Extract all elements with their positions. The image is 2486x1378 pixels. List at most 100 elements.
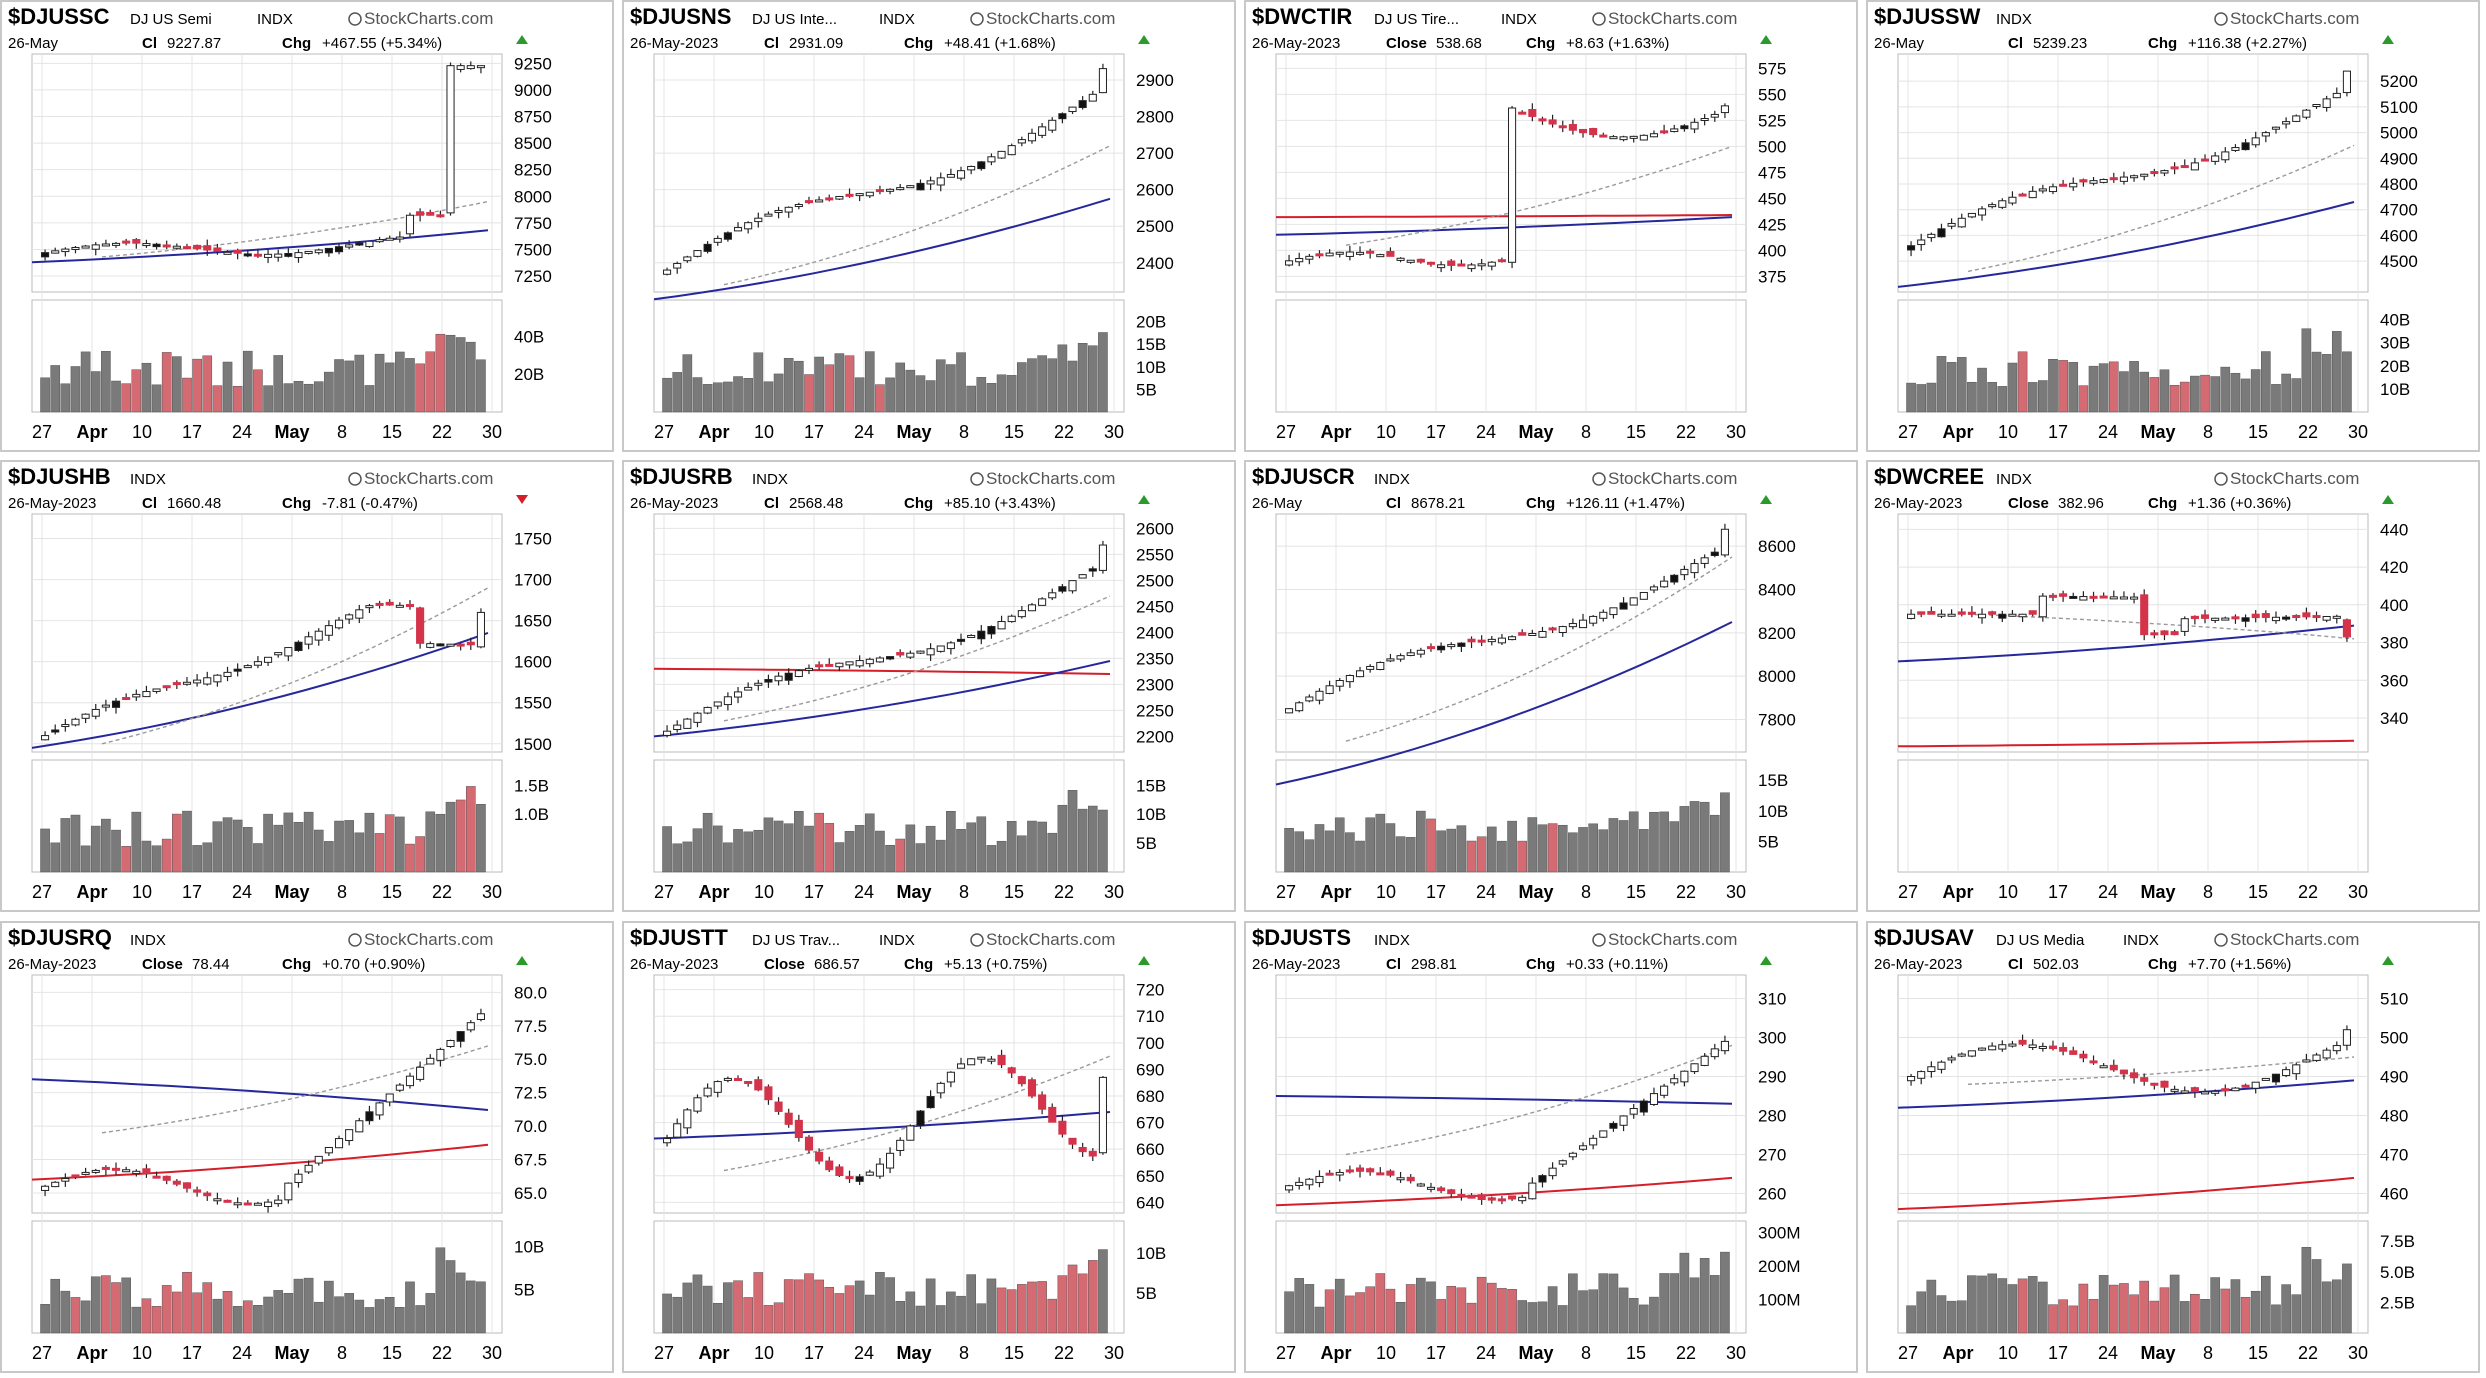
candle: [673, 261, 682, 274]
volume-bar: [1537, 824, 1548, 873]
exchange-label: INDX: [2123, 932, 2159, 949]
candle: [2190, 157, 2199, 171]
volume-bar: [2220, 366, 2231, 413]
chart-panel-djuscr[interactable]: $DJUSCR INDX StockCharts.com 26-May Cl 8678.2…: [1244, 460, 1858, 912]
date-tick-label: 24: [854, 882, 874, 902]
candle: [1568, 618, 1577, 630]
candle: [142, 239, 151, 248]
candle: [1038, 597, 1047, 606]
candle: [416, 606, 425, 649]
chart-panel-djusrb[interactable]: $DJUSRB INDX StockCharts.com 26-May-2023 Cl 2…: [622, 460, 1236, 912]
volume-bar: [1385, 1288, 1396, 1334]
volume-bar: [1916, 384, 1927, 413]
chart-panel-dwcree[interactable]: $DWCREE INDX StockCharts.com 26-May-2023 Clo…: [1866, 460, 2480, 912]
volume-bar: [2017, 351, 2028, 413]
exchange-label: INDX: [1374, 471, 1410, 488]
candle: [1335, 677, 1344, 692]
volume-bar: [364, 1307, 375, 1334]
date-tick-label: 17: [804, 882, 824, 902]
candle: [426, 1054, 435, 1065]
up-arrow-icon: [2382, 956, 2394, 965]
chart-panel-djusrq[interactable]: $DJUSRQ INDX StockCharts.com 26-May-2023 Clo…: [0, 921, 614, 1373]
volume-bar: [1608, 818, 1619, 873]
volume-bar: [2281, 1284, 2291, 1334]
price-tick-label: 67.5: [514, 1151, 547, 1170]
volume-bar: [313, 829, 324, 873]
chart-panel-djussc[interactable]: $DJUSSC DJ US Semi INDX StockCharts.com 26-M…: [0, 0, 614, 452]
brand-label: StockCharts.com: [364, 469, 493, 488]
candle: [365, 603, 374, 614]
chart-panel-djusts[interactable]: $DJUSTS INDX StockCharts.com 26-May-2023 Cl 2…: [1244, 921, 1858, 1373]
candle: [446, 1039, 455, 1048]
volume-bar: [1517, 840, 1528, 873]
volume-bar: [415, 363, 425, 413]
chart-panel-dwctir[interactable]: $DWCTIR DJ US Tire... INDX StockCharts.com 2…: [1244, 0, 1858, 452]
volume-tick-label: 40B: [514, 327, 544, 346]
volume-bar: [2149, 1300, 2160, 1334]
volume-bar: [2159, 1287, 2170, 1334]
price-tick-label: 2200: [1136, 727, 1174, 746]
candle: [1437, 642, 1446, 653]
candle: [1700, 554, 1709, 569]
date-tick-label: 27: [1898, 1343, 1918, 1363]
price-tick-label: 1750: [514, 530, 552, 549]
volume-bar: [263, 1296, 273, 1334]
date-tick-label: Apr: [77, 882, 108, 902]
volume-bar: [905, 824, 916, 873]
candle: [61, 1173, 70, 1187]
candle: [405, 600, 415, 610]
candle: [1947, 218, 1956, 230]
volume-bar: [946, 364, 956, 413]
date-label: 26-May-2023: [630, 495, 718, 512]
date-tick-label: 17: [1426, 422, 1446, 442]
candle: [324, 620, 333, 642]
volume-bar: [1067, 1264, 1078, 1334]
candle: [875, 656, 884, 663]
chart-panel-djushb[interactable]: $DJUSHB INDX StockCharts.com 26-May-2023 Cl 1…: [0, 460, 614, 912]
symbol-title: $DJUSTS: [1252, 925, 1351, 950]
volume-bar: [101, 351, 111, 413]
ma50-line: [31, 631, 489, 749]
candle: [1048, 117, 1057, 133]
volume-bar: [1956, 1300, 1967, 1334]
candle: [815, 661, 824, 670]
volume-tick-label: 15B: [1758, 771, 1788, 790]
chart-panel-djusns[interactable]: $DJUSNS DJ US Inte... INDX StockCharts.com 2…: [622, 0, 1236, 452]
candle: [774, 206, 783, 219]
volume-bar: [1639, 829, 1649, 873]
date-tick-label: 27: [1276, 1343, 1296, 1363]
chart-panel-djustt[interactable]: $DJUSTT DJ US Trav... INDX StockCharts.com 2…: [622, 921, 1236, 1373]
candle: [804, 1135, 814, 1154]
date-tick-label: 10: [1376, 1343, 1396, 1363]
candle: [243, 250, 252, 258]
candle: [1386, 653, 1395, 663]
volume-bar: [465, 1280, 476, 1334]
date-tick-label: 10: [754, 1343, 774, 1363]
candle: [1680, 124, 1689, 132]
date-tick-label: 24: [1476, 882, 1496, 902]
candle: [1710, 1043, 1719, 1060]
candle: [91, 1168, 100, 1174]
volume-tick-label: 1.5B: [514, 776, 549, 795]
volume-bar: [905, 369, 916, 413]
volume-bar: [723, 842, 733, 873]
candle: [1345, 1165, 1354, 1174]
volume-tick-label: 10B: [1136, 805, 1166, 824]
date-tick-label: 8: [1581, 422, 1591, 442]
candle: [1619, 135, 1628, 142]
chart-panel-djussw[interactable]: $DJUSSW INDX StockCharts.com 26-May Cl 5239.2…: [1866, 0, 2480, 452]
chart-panel-djusav[interactable]: $DJUSAV DJ US Media INDX StockCharts.com 26-…: [1866, 921, 2480, 1373]
candle: [673, 1118, 682, 1138]
date-tick-label: 22: [1054, 1343, 1074, 1363]
candle: [2028, 1039, 2037, 1051]
candle: [101, 239, 110, 247]
candle: [1558, 1159, 1567, 1168]
index-name: DJ US Media: [1996, 932, 2085, 949]
volume-bar: [2311, 351, 2322, 413]
price-tick-label: 2400: [1136, 623, 1174, 642]
volume-bar: [1946, 362, 1957, 413]
date-label: 26-May-2023: [1874, 956, 1962, 973]
candle: [1977, 1047, 1987, 1051]
candle: [284, 248, 293, 258]
candle: [1437, 261, 1446, 273]
